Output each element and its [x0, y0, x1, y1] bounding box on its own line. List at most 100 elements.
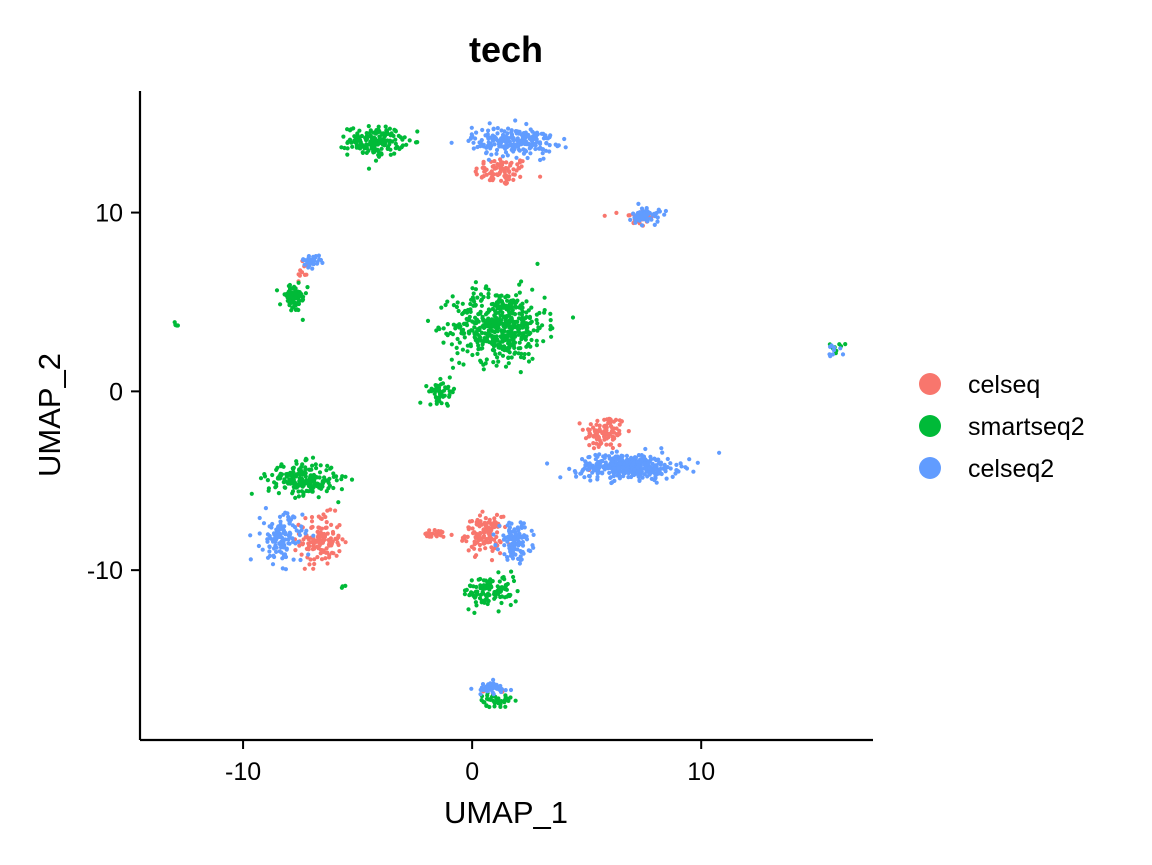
- point-celseq2: [588, 478, 593, 483]
- point-smartseq2: [387, 138, 393, 143]
- point-celseq2: [664, 476, 669, 481]
- point-celseq2: [517, 531, 522, 536]
- point-smartseq2: [303, 291, 308, 296]
- point-celseq: [491, 172, 496, 177]
- point-celseq2: [484, 150, 489, 155]
- point-smartseq2: [318, 463, 323, 468]
- point-celseq2: [277, 514, 283, 520]
- point-celseq: [333, 508, 338, 513]
- point-smartseq2: [282, 485, 287, 490]
- point-celseq2: [511, 537, 516, 543]
- point-smartseq2: [509, 343, 514, 348]
- point-celseq2: [281, 554, 286, 560]
- point-celseq: [337, 549, 342, 554]
- point-celseq2: [606, 454, 612, 459]
- point-smartseq2: [498, 594, 503, 600]
- point-celseq: [334, 553, 339, 558]
- point-celseq2: [469, 686, 474, 691]
- point-celseq2: [595, 477, 600, 482]
- point-celseq: [311, 566, 316, 571]
- point-smartseq2: [542, 308, 547, 313]
- point-smartseq2: [368, 128, 373, 133]
- point-smartseq2: [466, 318, 471, 323]
- point-smartseq2: [275, 465, 280, 470]
- point-celseq: [505, 166, 510, 171]
- point-smartseq2: [481, 325, 487, 330]
- point-celseq2: [307, 263, 312, 268]
- point-smartseq2: [473, 287, 478, 292]
- point-celseq2: [511, 551, 516, 556]
- point-smartseq2: [377, 129, 382, 134]
- point-smartseq2: [519, 317, 524, 322]
- point-smartseq2: [506, 341, 511, 346]
- point-smartseq2: [526, 351, 531, 357]
- point-smartseq2: [343, 474, 348, 479]
- point-celseq: [498, 551, 503, 556]
- point-celseq2: [263, 506, 268, 511]
- point-smartseq2: [479, 303, 484, 308]
- point-celseq2: [306, 552, 311, 557]
- point-smartseq2: [340, 474, 345, 479]
- point-smartseq2: [288, 295, 293, 300]
- point-celseq2: [515, 547, 520, 552]
- point-smartseq2: [454, 304, 459, 310]
- point-smartseq2: [484, 703, 489, 709]
- point-smartseq2: [377, 140, 382, 145]
- point-celseq: [312, 561, 317, 567]
- point-smartseq2: [451, 303, 456, 308]
- point-celseq2: [656, 461, 662, 466]
- point-smartseq2: [393, 141, 398, 146]
- point-celseq2: [645, 212, 650, 217]
- point-celseq2: [257, 531, 262, 536]
- point-celseq2: [643, 466, 648, 471]
- point-celseq2: [501, 537, 507, 542]
- point-celseq2: [522, 139, 527, 144]
- point-celseq2: [261, 521, 267, 526]
- point-celseq2: [602, 466, 608, 471]
- point-smartseq2: [495, 584, 500, 589]
- point-smartseq2: [542, 295, 547, 300]
- point-celseq2: [517, 561, 523, 566]
- point-smartseq2: [454, 345, 459, 350]
- point-smartseq2: [475, 351, 480, 356]
- point-celseq: [518, 174, 523, 179]
- point-celseq2: [717, 450, 722, 455]
- point-smartseq2: [393, 137, 398, 142]
- point-smartseq2: [450, 294, 455, 299]
- point-smartseq2: [364, 145, 369, 150]
- point-smartseq2: [455, 300, 460, 305]
- point-celseq2: [292, 525, 298, 530]
- point-smartseq2: [506, 698, 511, 704]
- point-smartseq2: [286, 283, 291, 289]
- point-smartseq2: [469, 578, 474, 583]
- point-smartseq2: [496, 359, 501, 364]
- point-celseq2: [544, 140, 549, 146]
- point-celseq: [486, 540, 491, 545]
- point-smartseq2: [524, 329, 529, 335]
- point-smartseq2: [313, 462, 318, 467]
- point-celseq: [293, 548, 298, 553]
- point-celseq2: [493, 136, 498, 141]
- point-celseq: [480, 509, 485, 514]
- point-smartseq2: [376, 154, 382, 159]
- point-smartseq2: [451, 322, 456, 327]
- point-celseq: [316, 536, 321, 541]
- point-smartseq2: [296, 280, 301, 285]
- y-ticks: -10 0 10: [87, 200, 140, 585]
- point-smartseq2: [486, 291, 491, 296]
- point-celseq2: [491, 532, 496, 537]
- point-smartseq2: [300, 317, 305, 322]
- point-celseq2: [668, 461, 673, 466]
- point-smartseq2: [387, 126, 392, 131]
- point-smartseq2: [465, 310, 470, 315]
- point-celseq: [335, 540, 340, 545]
- point-celseq2: [636, 453, 642, 458]
- point-celseq2: [610, 480, 615, 485]
- point-smartseq2: [479, 330, 485, 335]
- point-smartseq2: [481, 318, 486, 323]
- point-smartseq2: [460, 328, 465, 333]
- point-smartseq2: [293, 495, 298, 500]
- point-celseq2: [651, 212, 657, 217]
- point-smartseq2: [512, 345, 517, 350]
- point-celseq: [308, 557, 313, 562]
